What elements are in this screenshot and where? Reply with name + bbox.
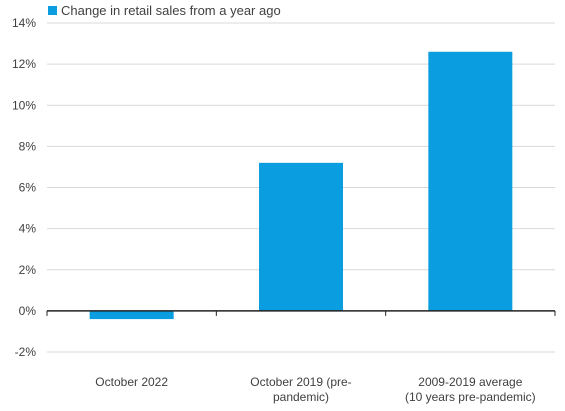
- x-tick-label-line: October 2022: [95, 375, 168, 389]
- y-tick-label: 4%: [19, 222, 37, 236]
- bar: [259, 162, 343, 311]
- y-tick-label: 10%: [12, 98, 36, 112]
- y-tick-label: 0%: [19, 304, 37, 318]
- y-tick-label: -2%: [15, 345, 37, 359]
- y-tick-label: 6%: [19, 181, 37, 195]
- bar: [428, 51, 513, 311]
- legend-label: Change in retail sales from a year ago: [61, 3, 281, 18]
- x-tick-label: October 2022: [95, 375, 168, 389]
- x-tick-label-line: (10 years pre-pandemic): [405, 390, 536, 404]
- y-tick-label: 2%: [19, 263, 37, 277]
- x-tick-label-line: 2009-2019 average: [418, 375, 522, 389]
- x-tick-label: 2009-2019 average (10 years pre-pandemic): [405, 375, 536, 404]
- x-tick-label-line: pandemic): [273, 390, 329, 404]
- legend-swatch: [48, 6, 57, 15]
- bar: [89, 310, 174, 320]
- y-tick-label: 14%: [12, 16, 36, 30]
- y-tick-label: 12%: [12, 57, 36, 71]
- x-tick-label-line: October 2019 (pre-: [250, 375, 351, 389]
- legend: Change in retail sales from a year ago: [48, 3, 281, 18]
- x-tick-label: October 2019 (pre-pandemic): [250, 375, 351, 404]
- y-tick-label: 8%: [19, 139, 37, 153]
